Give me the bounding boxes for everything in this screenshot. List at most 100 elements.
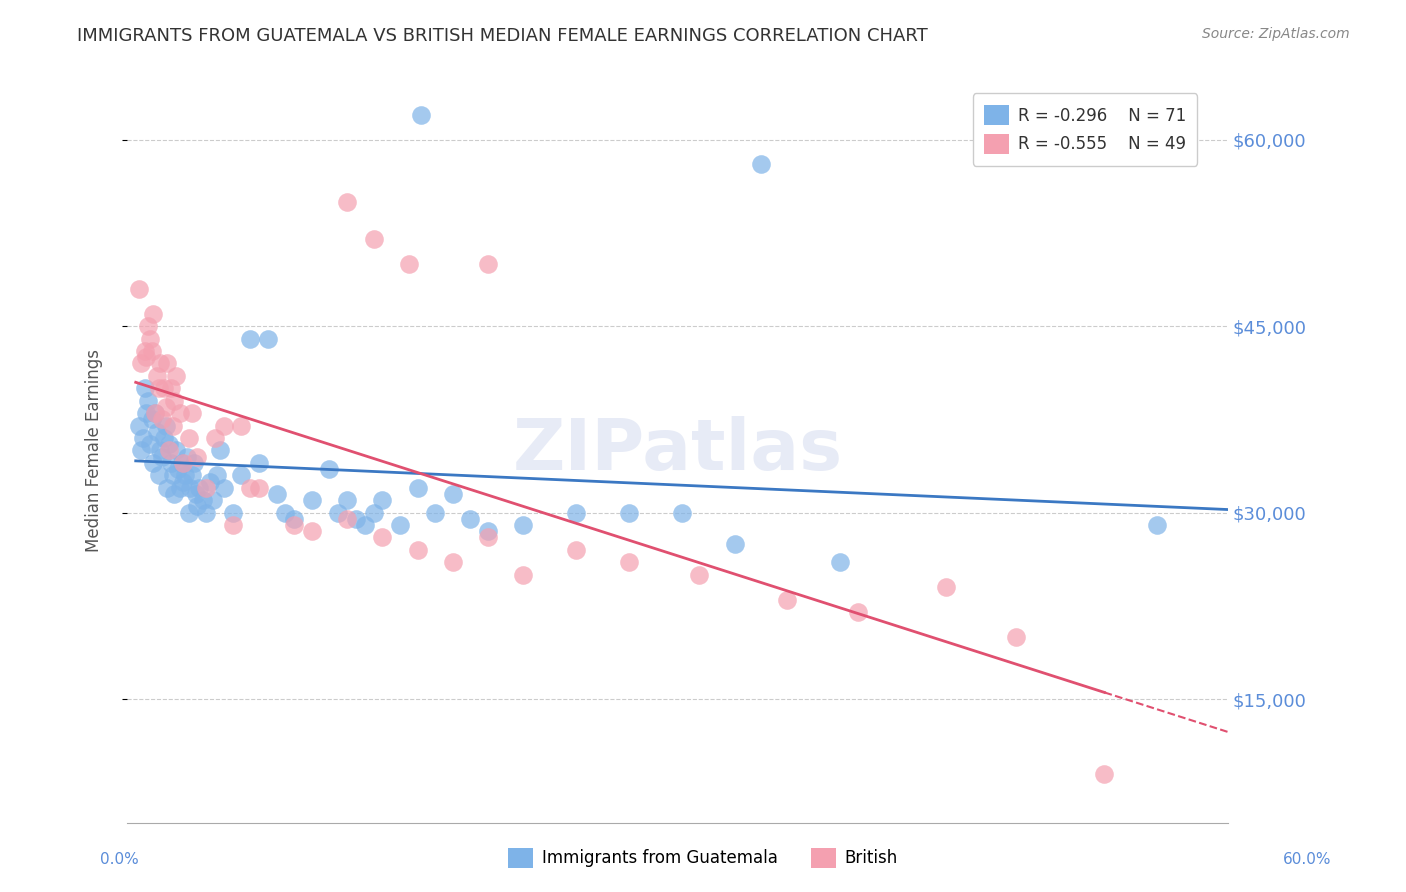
Text: 0.0%: 0.0% [100,852,139,867]
Point [460,512,482,526]
Point [688,567,710,582]
Point [183,456,205,470]
Point [150,450,173,464]
Point [184,487,207,501]
Point [156,481,179,495]
Point [231,468,253,483]
Point [157,443,180,458]
Point [195,506,218,520]
Point [146,425,169,439]
Point [1094,766,1116,780]
Point [283,518,305,533]
Point [409,108,432,122]
Text: ZIPatlas: ZIPatlas [512,416,842,485]
Point [204,431,226,445]
Point [477,531,499,545]
Point [205,468,228,483]
Point [169,481,191,495]
Point [163,393,186,408]
Point [202,493,225,508]
Point [406,481,429,495]
Point [198,475,221,489]
Point [179,481,201,495]
Point [209,443,232,458]
Point [181,468,204,483]
Point [135,406,157,420]
Point [148,468,170,483]
Text: Source: ZipAtlas.com: Source: ZipAtlas.com [1202,27,1350,41]
Point [565,543,588,558]
Point [328,506,350,520]
Point [136,393,159,408]
Point [160,381,183,395]
Point [134,381,156,395]
Point [129,356,152,370]
Point [353,518,375,533]
Point [274,506,297,520]
Point [191,493,214,508]
Point [565,506,588,520]
Point [212,418,235,433]
Point [441,555,464,569]
Point [155,418,177,433]
Legend: Immigrants from Guatemala, British: Immigrants from Guatemala, British [502,841,904,875]
Point [186,500,208,514]
Point [153,431,176,445]
Point [150,412,173,426]
Point [336,512,359,526]
Point [617,506,640,520]
Point [371,531,394,545]
Point [174,468,197,483]
Point [165,368,187,383]
Point [266,487,288,501]
Point [128,282,150,296]
Point [318,462,340,476]
Point [148,381,170,395]
Point [935,580,957,594]
Text: IMMIGRANTS FROM GUATEMALA VS BRITISH MEDIAN FEMALE EARNINGS CORRELATION CHART: IMMIGRANTS FROM GUATEMALA VS BRITISH MED… [77,27,928,45]
Point [336,194,359,209]
Point [163,487,186,501]
Point [388,518,411,533]
Point [363,506,385,520]
Point [177,431,200,445]
Point [1146,518,1168,533]
Point [406,543,429,558]
Point [247,481,270,495]
Point [283,512,305,526]
Point [149,356,172,370]
Legend: R = -0.296    N = 71, R = -0.555    N = 49: R = -0.296 N = 71, R = -0.555 N = 49 [973,94,1198,166]
Point [157,437,180,451]
Text: 60.0%: 60.0% [1284,852,1331,867]
Point [221,518,243,533]
Point [170,456,193,470]
Point [181,406,204,420]
Point [371,493,394,508]
Point [336,493,359,508]
Point [477,524,499,539]
Point [1005,630,1028,644]
Point [749,157,772,171]
Point [617,555,640,569]
Point [162,418,184,433]
Y-axis label: Median Female Earnings: Median Female Earnings [86,349,103,552]
Point [671,506,693,520]
Point [398,257,420,271]
Point [186,450,208,464]
Point [132,431,155,445]
Point [155,400,177,414]
Point [221,506,243,520]
Point [128,418,150,433]
Point [239,481,262,495]
Point [136,319,159,334]
Point [344,512,367,526]
Point [172,475,194,489]
Point [156,356,179,370]
Point [247,456,270,470]
Point [153,381,176,395]
Point [231,418,253,433]
Point [141,343,163,358]
Point [149,443,172,458]
Point [423,506,446,520]
Point [142,307,165,321]
